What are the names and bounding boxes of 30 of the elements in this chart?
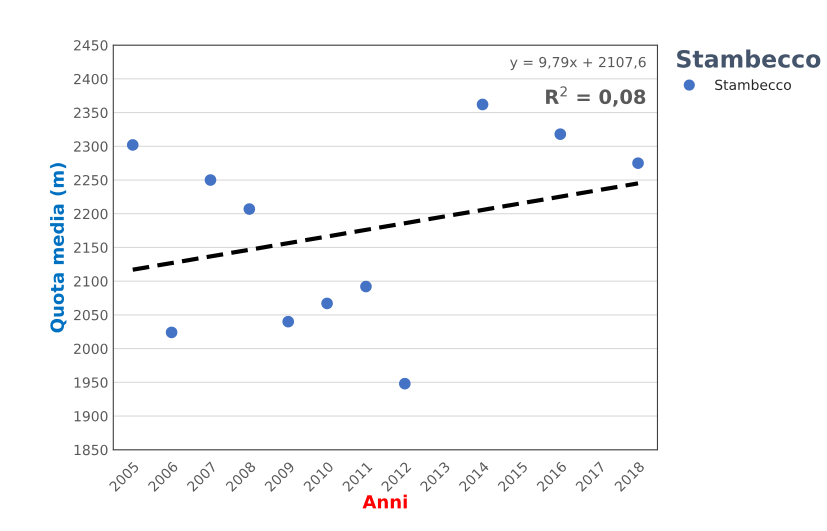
- y-tick-label: 2300: [74, 141, 108, 152]
- point: [399, 378, 411, 390]
- y-tick-label: 2450: [74, 40, 108, 51]
- y-tick-label: 1950: [74, 377, 108, 388]
- y-tick-label: 2050: [74, 310, 108, 320]
- y-tick-label: 2150: [74, 242, 108, 253]
- x-axis-title: Anni: [362, 494, 407, 508]
- legend-label: Stambecco: [715, 79, 791, 90]
- point: [360, 280, 372, 292]
- y-tick-label: 2200: [74, 208, 108, 220]
- y-tick-label: 2350: [74, 108, 108, 118]
- point: [166, 326, 178, 338]
- point: [282, 316, 294, 328]
- y-tick-label: 2400: [74, 74, 108, 84]
- point: [204, 174, 216, 186]
- point: [126, 139, 139, 151]
- legend-title: Stambecco: [677, 50, 820, 68]
- point: [554, 128, 566, 140]
- annotation: R$^{2}$ = 0,08: [546, 86, 646, 107]
- y-tick-label: 1850: [74, 444, 108, 456]
- y-tick-label: 2250: [74, 174, 108, 186]
- y-tick-label: 1900: [74, 411, 108, 422]
- point: [244, 203, 256, 215]
- point: [321, 298, 333, 310]
- y-tick-label: 2100: [74, 276, 108, 287]
- y-tick-label: 2000: [74, 344, 108, 354]
- y-axis-title: Quota media (m): [50, 163, 66, 332]
- point: [476, 98, 488, 110]
- annotation: y = 9,79x + 2107,6: [510, 56, 646, 70]
- point: [632, 157, 644, 169]
